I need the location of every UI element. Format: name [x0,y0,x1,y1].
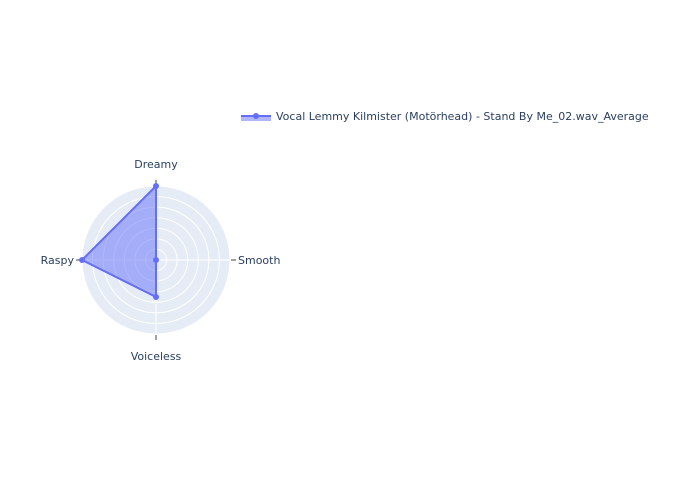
axis-label-raspy: Raspy [41,254,75,267]
axis-label-dreamy: Dreamy [134,158,178,171]
legend-swatch-marker [253,113,259,119]
data-point-raspy [79,257,85,263]
axis-label-smooth: Smooth [238,254,280,267]
axis-labels: Dreamy Smooth Voiceless Raspy [41,158,281,363]
data-point-dreamy [153,183,159,189]
data-point-voiceless [153,294,159,300]
legend[interactable]: Vocal Lemmy Kilmister (Motörhead) - Stan… [241,110,649,123]
series-layer [79,183,159,300]
data-point-smooth [153,257,159,263]
legend-entry-label: Vocal Lemmy Kilmister (Motörhead) - Stan… [276,110,649,123]
axis-label-voiceless: Voiceless [131,350,182,363]
